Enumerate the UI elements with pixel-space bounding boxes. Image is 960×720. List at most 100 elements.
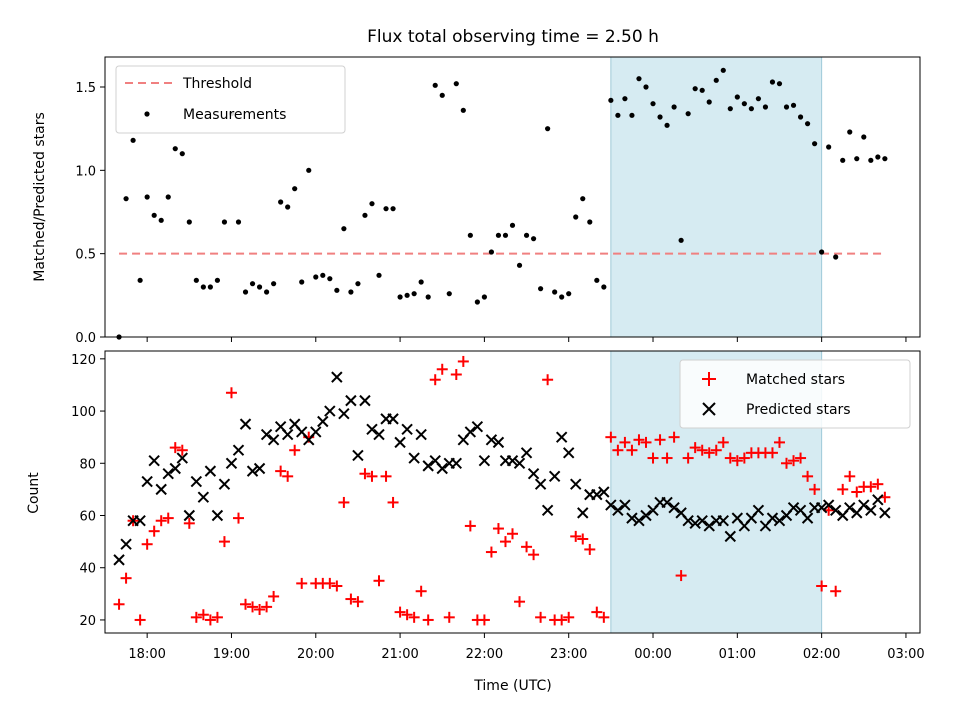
predicted-star-point — [822, 499, 835, 511]
predicted-star-point — [218, 478, 231, 490]
predicted-star-point — [113, 554, 125, 566]
x-tick-label: 00:00 — [634, 647, 671, 662]
predicted-star-point — [661, 496, 673, 509]
matched-star-point — [514, 596, 526, 608]
measurement-point — [502, 232, 509, 238]
measurement-point — [214, 277, 221, 283]
predicted-star-point — [703, 520, 715, 532]
matched-star-point — [401, 609, 413, 621]
x-axis-label: Time (UTC) — [473, 678, 551, 694]
top-panel: 0.0 0.5 1.0 1.5 Matched/Predicted stars Thr… — [32, 56, 921, 346]
matched-star-point — [570, 530, 582, 542]
matched-star-point — [324, 577, 336, 589]
top-axes-frame — [104, 56, 921, 338]
measurement-point — [278, 199, 284, 205]
predicted-star-point — [787, 501, 800, 514]
measurement-point — [446, 291, 452, 297]
y-tick-label: 1.0 — [75, 164, 96, 179]
predicted-star-point — [534, 478, 547, 490]
measurement-point — [467, 232, 473, 238]
matched-star-point — [830, 585, 842, 597]
measurement-point — [720, 67, 726, 73]
measurement-point — [615, 112, 621, 118]
measurement-point — [165, 194, 171, 200]
predicted-star-point — [331, 371, 343, 383]
y-tick-label: 0.0 — [75, 331, 96, 346]
matched-star-point — [507, 528, 518, 540]
predicted-star-point — [626, 512, 638, 524]
measurement-point — [158, 217, 164, 223]
measurement-point — [538, 286, 544, 292]
matched-star-point — [675, 570, 687, 582]
measurement-point — [179, 151, 185, 157]
matched-star-point — [591, 606, 603, 618]
measurement-point — [320, 272, 326, 278]
top-legend: Threshold Measurements — [115, 65, 346, 134]
predicted-star-point — [492, 436, 505, 449]
predicted-star-point — [141, 475, 153, 488]
matched-star-point — [872, 478, 884, 490]
top-highlight-span — [610, 56, 823, 338]
measurement-point — [285, 204, 291, 210]
bottom-y-axis-label: Count — [26, 472, 42, 514]
measurement-point — [643, 84, 649, 90]
predicted-star-point — [246, 465, 259, 477]
measurement-point — [804, 121, 811, 127]
measurement-point — [875, 154, 881, 160]
matched-star-point — [521, 541, 533, 553]
measurement-point — [193, 277, 199, 283]
predicted-star-point — [724, 530, 737, 543]
matched-star-point — [837, 483, 849, 495]
predicted-star-point — [422, 460, 434, 472]
top-y-axis: 0.0 0.5 1.0 1.5 — [75, 81, 105, 346]
measurement-point — [341, 226, 347, 232]
measurement-point — [769, 79, 776, 85]
matched-star-point — [443, 611, 455, 623]
measurement-points — [116, 67, 888, 340]
predicted-star-point — [562, 447, 575, 459]
measurement-point — [587, 219, 593, 225]
predicted-star-point — [879, 507, 891, 519]
matched-star-point — [640, 436, 652, 448]
predicted-star-point — [577, 507, 589, 519]
matched-star-point — [457, 355, 469, 367]
measurement-point — [207, 284, 213, 290]
measurement-point — [369, 201, 375, 207]
matched-star-point — [394, 606, 406, 618]
measurement-point — [833, 254, 839, 260]
x-tick-label: 02:00 — [803, 647, 840, 662]
predicted-star-point — [865, 504, 877, 516]
matched-star-point — [773, 436, 785, 448]
y-tick-label: 20 — [79, 614, 96, 629]
bottom-legend: Matched stars Predicted stars — [679, 359, 911, 429]
matched-star-point — [296, 577, 308, 589]
predicted-star-point — [548, 470, 561, 483]
predicted-star-point — [190, 475, 203, 488]
measurement-point — [432, 82, 438, 88]
predicted-star-point — [394, 436, 406, 449]
matched-star-point — [240, 598, 252, 610]
predicted-stars-points — [113, 371, 891, 566]
measurement-point — [299, 279, 305, 285]
matched-star-point — [282, 470, 294, 482]
measurement-point — [580, 196, 586, 202]
matched-star-point — [605, 431, 617, 443]
predicted-star-point — [338, 407, 350, 420]
measurement-point — [453, 81, 459, 87]
matched-star-point — [563, 611, 575, 623]
measurement-point — [130, 137, 136, 143]
measurement-point — [748, 106, 754, 112]
measurement-point — [523, 232, 530, 238]
predicted-star-point — [591, 488, 603, 501]
matched-star-point — [338, 496, 350, 508]
matched-star-point — [619, 436, 631, 448]
measurement-point — [263, 289, 270, 295]
matched-star-point — [682, 452, 694, 464]
x-tick-label: 01:00 — [719, 647, 756, 662]
measurement-point — [221, 219, 228, 225]
matched-star-point — [352, 596, 364, 608]
predicted-star-point — [752, 504, 765, 516]
measurement-point — [306, 167, 312, 173]
top-legend-box — [115, 65, 346, 134]
